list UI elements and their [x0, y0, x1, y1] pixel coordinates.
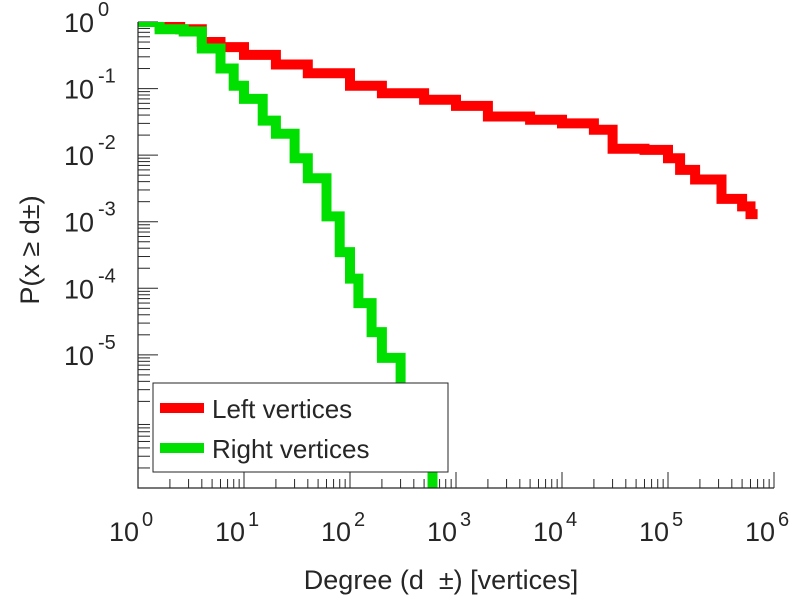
x-tick-base: 10 [215, 517, 245, 547]
legend-label-right: Right vertices [212, 434, 370, 464]
x-tick-exponent: 0 [142, 509, 153, 531]
series-left-vertices [138, 22, 758, 220]
series-right-vertices [138, 22, 438, 488]
x-axis-label: Degree (d ±) [vertices] [304, 565, 578, 595]
x-tick-label: 10 3 [427, 509, 471, 547]
y-tick-base: 10 [64, 341, 94, 371]
x-tick-base: 10 [533, 517, 563, 547]
y-tick-label: 10 -1 [64, 66, 116, 105]
axis-frame [137, 22, 774, 489]
x-tick-exponent: 3 [460, 509, 471, 531]
x-tick-label: 10 0 [109, 509, 153, 547]
legend: Left vertices Right vertices [152, 382, 449, 473]
y-tick-label: 10 -4 [64, 265, 116, 304]
y-tick-exponent: -5 [98, 332, 116, 354]
x-tick-exponent: 6 [778, 509, 789, 531]
y-tick-base: 10 [64, 208, 94, 238]
y-tick-exponent: 0 [98, 0, 109, 21]
y-tick-base: 10 [64, 141, 94, 171]
y-tick-label: 10 -3 [64, 199, 116, 238]
x-tick-base: 10 [321, 517, 351, 547]
y-tick-label: 10 -5 [64, 332, 116, 371]
y-tick-exponent: -2 [98, 132, 116, 154]
y-tick-base: 10 [64, 274, 94, 304]
y-tick-label: 10 -2 [64, 132, 116, 171]
x-tick-label: 10 2 [321, 509, 365, 547]
x-tick-label: 10 5 [639, 509, 683, 547]
x-tick-exponent: 5 [672, 509, 683, 531]
x-tick-exponent: 2 [354, 509, 365, 531]
x-tick-base: 10 [427, 517, 457, 547]
x-tick-base: 10 [109, 517, 139, 547]
x-tick-label: 10 1 [215, 509, 259, 547]
series-layer [138, 22, 758, 488]
y-tick-exponent: -3 [98, 199, 116, 221]
x-tick-label: 10 4 [533, 509, 577, 547]
y-tick-exponent: -4 [98, 265, 116, 287]
legend-label-left: Left vertices [212, 394, 352, 424]
x-tick-base: 10 [745, 517, 775, 547]
y-tick-base: 10 [64, 8, 94, 38]
y-tick-base: 10 [64, 75, 94, 105]
y-tick-label: 10 0 [64, 0, 109, 38]
x-tick-labels: 10 0 10 1 10 2 10 3 10 4 10 5 10 6 [109, 509, 789, 547]
x-tick-exponent: 1 [248, 509, 259, 531]
x-tick-label: 10 6 [745, 509, 789, 547]
x-tick-exponent: 4 [566, 509, 577, 531]
x-tick-base: 10 [639, 517, 669, 547]
y-tick-exponent: -1 [98, 66, 116, 88]
legend-box [152, 382, 449, 473]
y-axis-label: P(x ≥ d±) [15, 195, 45, 304]
